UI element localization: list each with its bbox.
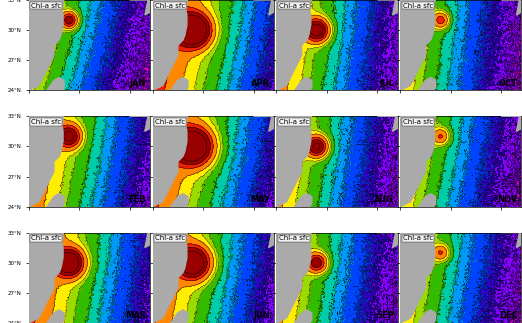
Polygon shape [393, 227, 406, 248]
Polygon shape [47, 78, 64, 90]
Polygon shape [419, 78, 435, 90]
Text: DEC: DEC [499, 311, 518, 320]
Text: JUN: JUN [253, 311, 270, 320]
Text: AUG: AUG [374, 195, 394, 204]
Polygon shape [29, 233, 64, 323]
Text: Chl-a sfc: Chl-a sfc [31, 3, 62, 9]
Polygon shape [145, 111, 158, 131]
Polygon shape [130, 106, 150, 116]
Polygon shape [152, 0, 188, 90]
Polygon shape [47, 194, 64, 207]
Polygon shape [501, 106, 521, 116]
Polygon shape [29, 0, 64, 90]
Polygon shape [419, 310, 435, 323]
Polygon shape [145, 0, 158, 15]
Text: Chl-a sfc: Chl-a sfc [31, 235, 62, 241]
Polygon shape [294, 310, 312, 323]
Text: APR: APR [251, 79, 270, 88]
Polygon shape [277, 233, 312, 323]
Polygon shape [171, 78, 188, 90]
Polygon shape [145, 227, 158, 248]
Text: Chl-a sfc: Chl-a sfc [402, 119, 433, 125]
Polygon shape [400, 233, 435, 323]
Text: Chl-a sfc: Chl-a sfc [279, 3, 309, 9]
Polygon shape [29, 116, 64, 207]
Polygon shape [277, 0, 312, 90]
Text: NOV: NOV [497, 195, 518, 204]
Text: Chl-a sfc: Chl-a sfc [155, 3, 185, 9]
Text: Chl-a sfc: Chl-a sfc [155, 235, 185, 241]
Polygon shape [501, 223, 521, 233]
Polygon shape [294, 194, 312, 207]
Text: MAR: MAR [125, 311, 146, 320]
Polygon shape [254, 106, 274, 116]
Polygon shape [516, 111, 522, 131]
Polygon shape [377, 223, 398, 233]
Polygon shape [152, 233, 188, 323]
Polygon shape [400, 116, 435, 207]
Polygon shape [393, 111, 406, 131]
Polygon shape [400, 0, 435, 90]
Polygon shape [419, 194, 435, 207]
Polygon shape [269, 0, 282, 15]
Text: Chl-a sfc: Chl-a sfc [31, 119, 62, 125]
Polygon shape [377, 106, 398, 116]
Polygon shape [171, 310, 188, 323]
Text: Chl-a sfc: Chl-a sfc [155, 119, 185, 125]
Text: Chl-a sfc: Chl-a sfc [402, 235, 433, 241]
Text: MAY: MAY [250, 195, 270, 204]
Polygon shape [516, 0, 522, 15]
Text: Chl-a sfc: Chl-a sfc [402, 3, 433, 9]
Polygon shape [171, 194, 188, 207]
Text: OCT: OCT [499, 79, 518, 88]
Polygon shape [254, 223, 274, 233]
Polygon shape [393, 0, 406, 15]
Polygon shape [294, 78, 312, 90]
Text: JAN: JAN [130, 79, 146, 88]
Polygon shape [277, 116, 312, 207]
Text: Chl-a sfc: Chl-a sfc [279, 119, 309, 125]
Text: Chl-a sfc: Chl-a sfc [279, 235, 309, 241]
Text: JUL: JUL [379, 79, 394, 88]
Polygon shape [269, 111, 282, 131]
Polygon shape [269, 227, 282, 248]
Text: FEB: FEB [129, 195, 146, 204]
Polygon shape [516, 227, 522, 248]
Polygon shape [47, 310, 64, 323]
Polygon shape [152, 116, 188, 207]
Text: SEP: SEP [376, 311, 394, 320]
Polygon shape [130, 223, 150, 233]
